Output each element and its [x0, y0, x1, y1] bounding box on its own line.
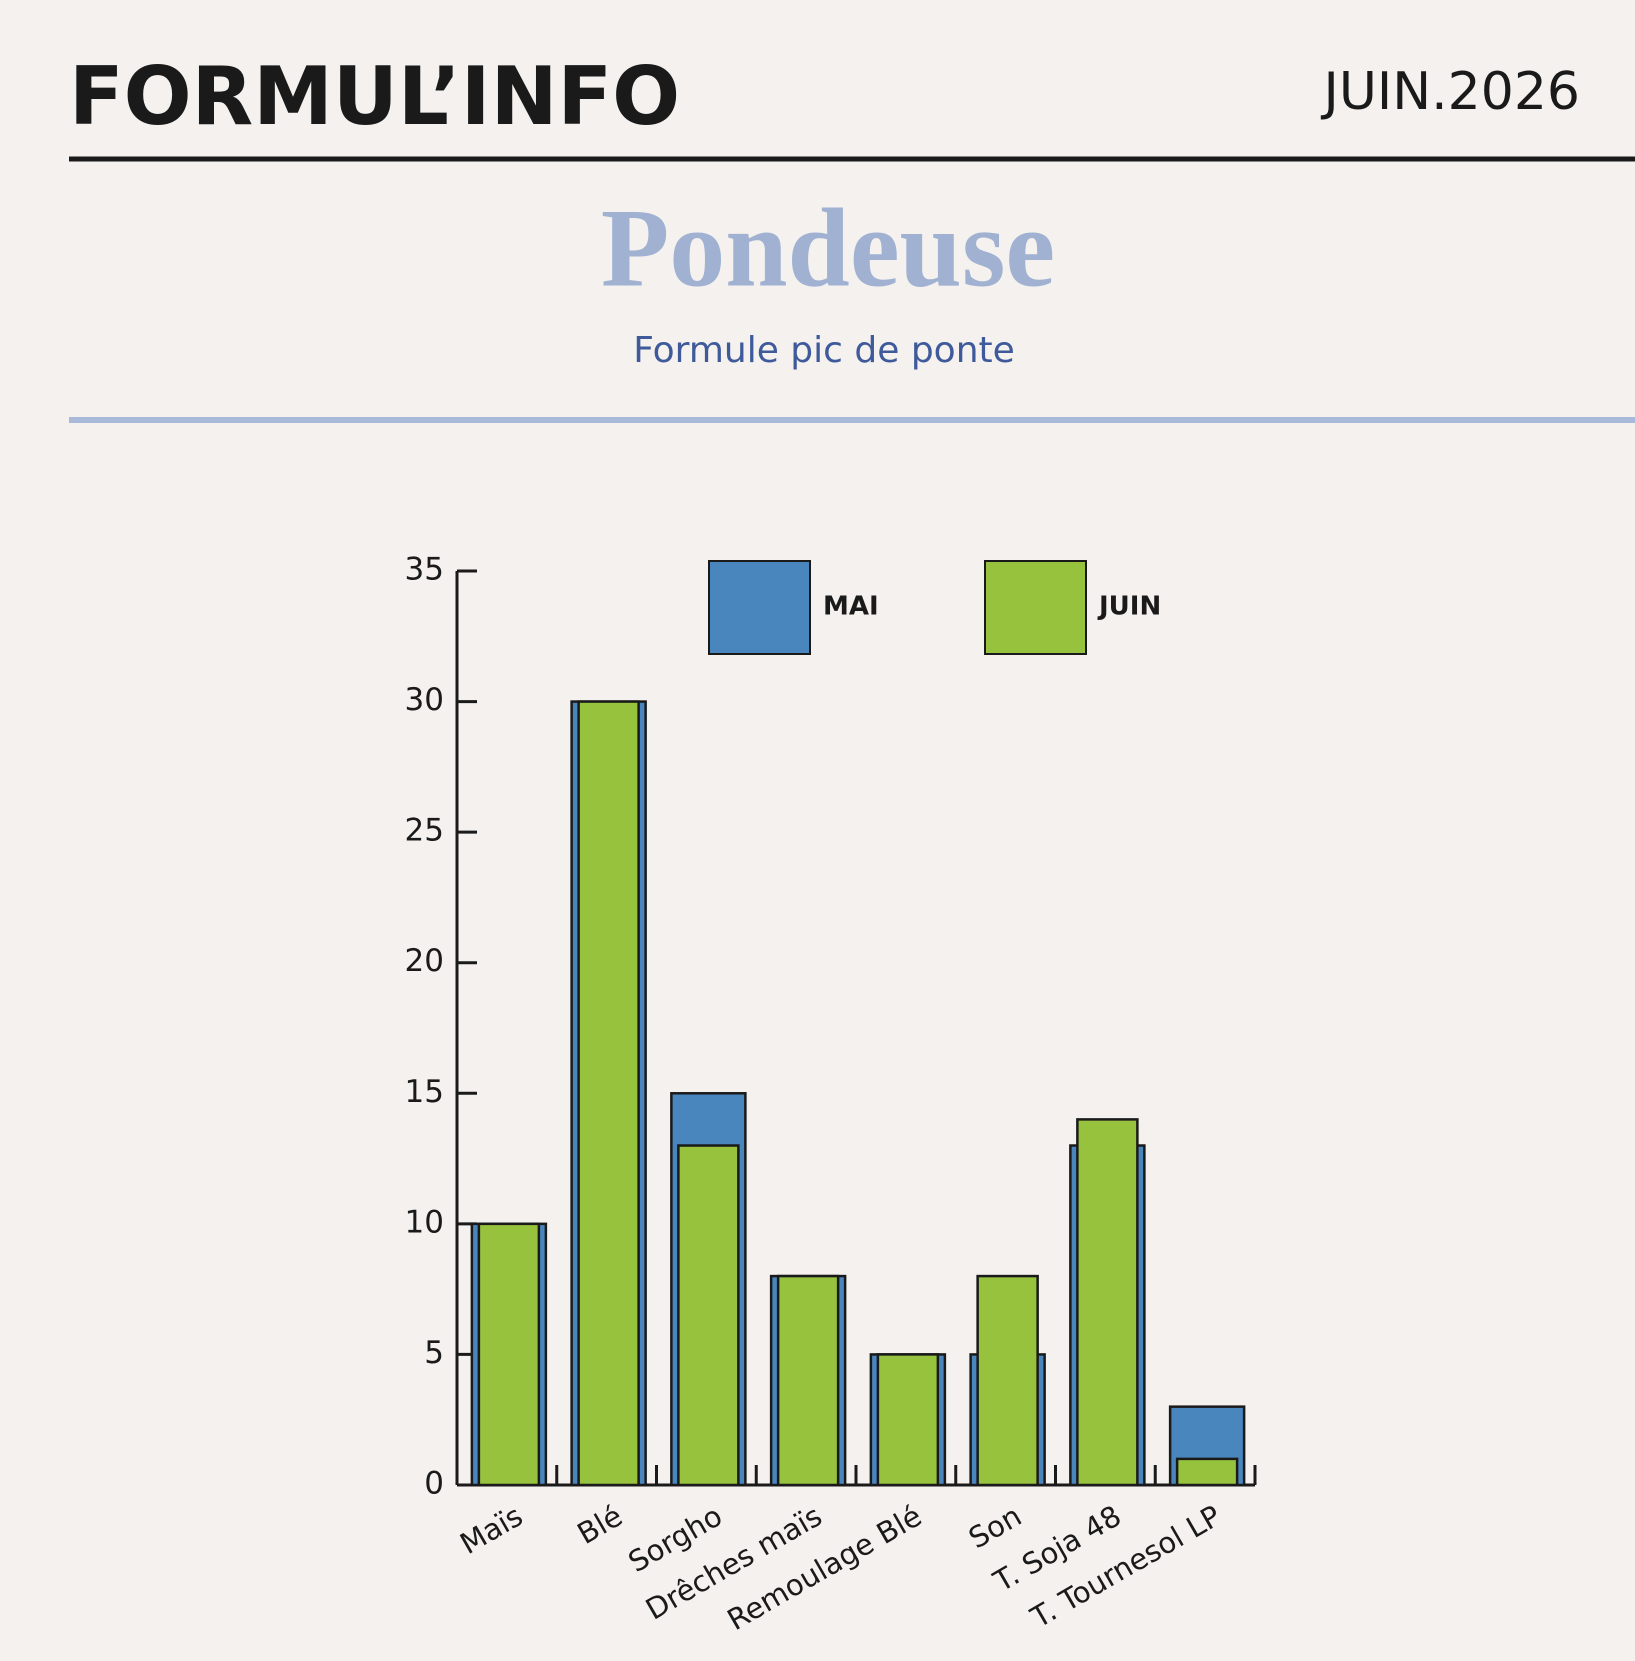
legend-swatch — [984, 560, 1087, 655]
bar — [1076, 1118, 1139, 1487]
y-tick-label: 35 — [405, 552, 444, 588]
legend-label: JUIN — [1097, 592, 1161, 622]
y-tick-label: 0 — [424, 1466, 444, 1502]
legend-label: MAI — [823, 592, 879, 622]
bar — [876, 1353, 940, 1487]
bar — [577, 700, 640, 1487]
brand: FORMUL’INFO — [69, 50, 680, 143]
bar — [677, 1144, 740, 1487]
chart-title: Pondeuse — [601, 187, 1055, 311]
y-tick-label: 5 — [424, 1335, 444, 1371]
issue-date: JUIN.2026 — [1321, 62, 1581, 122]
bar — [1175, 1457, 1239, 1487]
y-tick-label: 25 — [405, 813, 444, 849]
legend-swatch — [708, 560, 811, 655]
y-tick-label: 10 — [405, 1204, 444, 1240]
bar — [776, 1274, 840, 1487]
bar — [477, 1222, 541, 1487]
bar — [976, 1274, 1039, 1487]
y-tick-label: 15 — [405, 1074, 444, 1110]
y-tick-label: 20 — [405, 943, 444, 979]
y-tick-label: 30 — [405, 682, 444, 718]
chart-subtitle: Formule pic de ponte — [633, 330, 1015, 371]
